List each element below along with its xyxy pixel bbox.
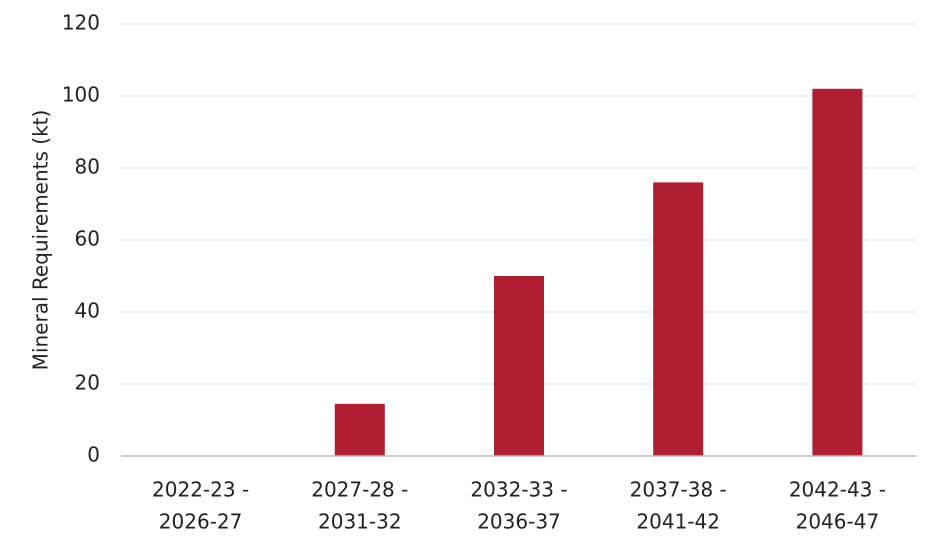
y-tick-label: 60 [75, 227, 100, 251]
x-tick-label: 2046-47 [796, 510, 880, 534]
bar [653, 182, 704, 456]
bar [494, 276, 544, 456]
bar [334, 403, 385, 456]
x-tick-label: 2042-43 - [789, 478, 886, 502]
y-tick-label: 120 [62, 11, 100, 35]
bar [812, 88, 863, 457]
y-tick-label: 40 [75, 299, 100, 323]
x-tick-label: 2026-27 [159, 510, 243, 534]
y-tick-label: 20 [75, 371, 100, 395]
y-tick-label: 0 [87, 443, 100, 467]
x-tick-label: 2027-28 - [311, 478, 408, 502]
x-tick-label: 2036-37 [477, 510, 561, 534]
y-tick-label: 80 [75, 155, 100, 179]
x-tick-label: 2022-23 - [152, 478, 249, 502]
y-tick-label: 100 [62, 83, 100, 107]
y-axis-label: Mineral Requirements (kt) [29, 110, 53, 371]
x-tick-label: 2041-42 [636, 510, 720, 534]
x-tick-label: 2031-32 [318, 510, 402, 534]
x-tick-label: 2032-33 - [470, 478, 567, 502]
x-tick-label: 2037-38 - [630, 478, 727, 502]
